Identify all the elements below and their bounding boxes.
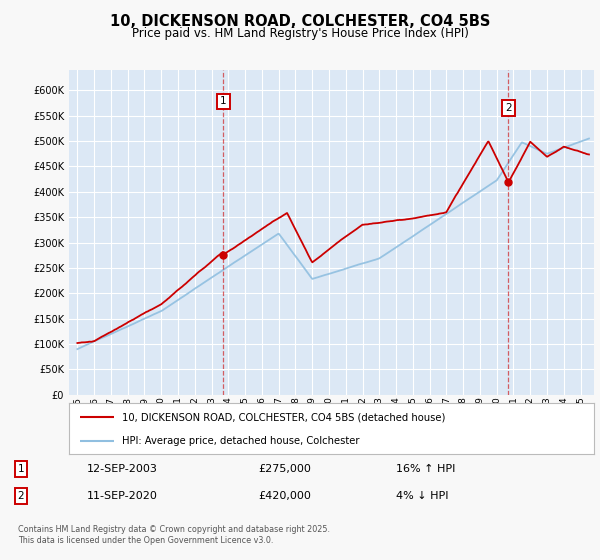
Text: £420,000: £420,000 [258,491,311,501]
Text: 2: 2 [505,103,512,113]
Text: 10, DICKENSON ROAD, COLCHESTER, CO4 5BS (detached house): 10, DICKENSON ROAD, COLCHESTER, CO4 5BS … [121,412,445,422]
Text: 12-SEP-2003: 12-SEP-2003 [87,464,158,474]
Text: Price paid vs. HM Land Registry's House Price Index (HPI): Price paid vs. HM Land Registry's House … [131,27,469,40]
Text: 2: 2 [17,491,25,501]
Text: 11-SEP-2020: 11-SEP-2020 [87,491,158,501]
Text: £275,000: £275,000 [258,464,311,474]
Text: 10, DICKENSON ROAD, COLCHESTER, CO4 5BS: 10, DICKENSON ROAD, COLCHESTER, CO4 5BS [110,14,490,29]
Text: 1: 1 [220,96,227,106]
Text: HPI: Average price, detached house, Colchester: HPI: Average price, detached house, Colc… [121,436,359,446]
Text: 1: 1 [17,464,25,474]
Text: 4% ↓ HPI: 4% ↓ HPI [396,491,449,501]
Text: 16% ↑ HPI: 16% ↑ HPI [396,464,455,474]
Text: Contains HM Land Registry data © Crown copyright and database right 2025.
This d: Contains HM Land Registry data © Crown c… [18,525,330,545]
